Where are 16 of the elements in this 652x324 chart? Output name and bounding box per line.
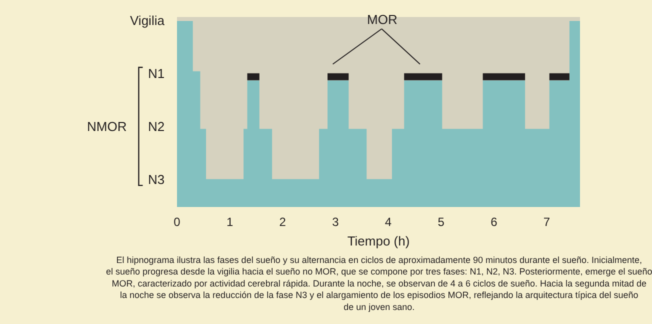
x-tick-label: 1 <box>226 215 234 229</box>
text: El hipnograma ilustra las fases del sueño y su alternancia en ciclos de aproximadamente 90 minutos durante el sueño. Inicialmente, el sueño progresa desde la vigilia hacia el sueño no MOR, que se compone por tres fases: N1, N2, N3. Posteriormente, emerge el sueño MOR, caracterizado por actividad cerebral rápida. Durante la noche, se observan de 4 a 6 ciclos de sueño. Hacia la segunda mitad de la noche se observa la reducción de la fase N3 y el alargamiento de los episodios MOR, reflejando la arquitectura típica del sueño de un joven sano. <box>106 255 652 312</box>
text: NMOR <box>87 119 127 134</box>
x-tick-label: 2 <box>279 215 286 229</box>
x-tick-label: 7 <box>543 215 550 229</box>
text: N1 <box>148 66 165 81</box>
x-tick-label: 3 <box>332 215 340 229</box>
x-axis-title: Tiempo (h) <box>347 234 410 249</box>
x-tick-label: 0 <box>174 215 181 229</box>
text: N3 <box>148 172 165 187</box>
x-tick-label: 5 <box>438 215 445 229</box>
annotation: MOR <box>367 12 398 27</box>
text: Vigilia <box>130 13 166 28</box>
x-tick-label: 6 <box>490 215 498 229</box>
x-tick-label: 4 <box>384 215 392 229</box>
text: N2 <box>148 119 165 134</box>
